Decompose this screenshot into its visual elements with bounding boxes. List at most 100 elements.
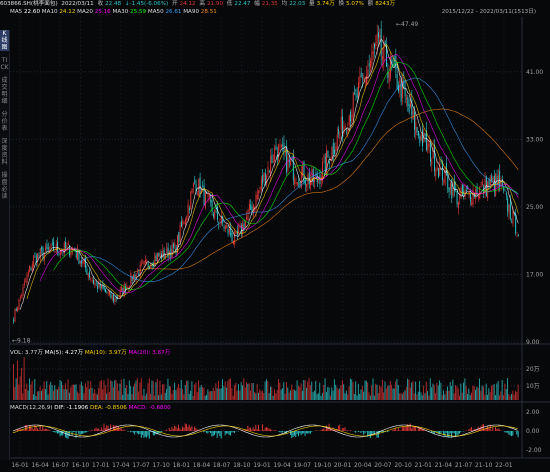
ma30-value: 25.59 bbox=[130, 9, 147, 15]
volume-bar bbox=[312, 392, 314, 400]
candle-body bbox=[208, 196, 210, 197]
volume-bar bbox=[504, 383, 506, 400]
volume-bar bbox=[72, 384, 74, 400]
macd-bar bbox=[187, 426, 189, 431]
volume-bar bbox=[495, 395, 496, 400]
price-tick-label: 33.00 bbox=[526, 136, 543, 143]
candle-body bbox=[42, 247, 44, 260]
candle-body bbox=[258, 190, 260, 194]
candle-body bbox=[45, 246, 47, 251]
candle-body bbox=[122, 287, 124, 294]
candle-body bbox=[335, 146, 337, 152]
volume-bar bbox=[204, 395, 206, 400]
volume-bar bbox=[435, 393, 437, 400]
volume-bar bbox=[449, 381, 451, 400]
volume-bar bbox=[487, 394, 488, 400]
macd-bar bbox=[436, 431, 438, 433]
tab-trade-details[interactable]: 成交明细 bbox=[1, 77, 8, 105]
macd-bar bbox=[218, 431, 219, 434]
volume-bar bbox=[360, 389, 362, 400]
macd-bar bbox=[453, 431, 455, 434]
volume-bar bbox=[116, 383, 118, 400]
tab-price-table[interactable]: 分价表 bbox=[1, 111, 8, 132]
volume-bar bbox=[321, 393, 323, 400]
candle-body bbox=[13, 319, 15, 322]
macd-bar bbox=[280, 431, 282, 433]
volume: 3.74万 bbox=[316, 1, 335, 7]
macd-bar bbox=[339, 424, 341, 431]
candle-body bbox=[235, 232, 237, 234]
volume-bar bbox=[480, 390, 482, 400]
volume-bar bbox=[405, 386, 407, 400]
volume-bar bbox=[361, 385, 363, 400]
macd-bar bbox=[472, 430, 474, 431]
macd-bar bbox=[499, 429, 500, 431]
tab-tick[interactable]: TICK bbox=[0, 57, 9, 71]
macd-bar bbox=[329, 428, 331, 431]
volume-bar bbox=[375, 383, 377, 400]
macd-bar bbox=[300, 431, 302, 436]
macd-bar bbox=[252, 427, 254, 431]
macd-bar bbox=[52, 431, 54, 432]
candle-body bbox=[82, 261, 84, 264]
volume-bar bbox=[227, 380, 229, 400]
macd-bar bbox=[16, 429, 18, 431]
date-tick-label: 21-07 bbox=[455, 462, 473, 469]
volume-bar bbox=[250, 390, 251, 400]
macd-bar bbox=[56, 431, 58, 434]
macd-bar bbox=[191, 426, 193, 431]
date-tick-label: 16-07 bbox=[52, 462, 70, 469]
volume-bar bbox=[393, 388, 395, 400]
ma-legend: MA5 22.60 MA10 24.12 MA20 25.16 MA30 25.… bbox=[10, 9, 217, 15]
macd-bar bbox=[508, 431, 510, 435]
candle-body bbox=[154, 256, 156, 265]
volume-bar bbox=[54, 385, 56, 400]
volume-bar bbox=[19, 376, 21, 400]
amplitude: 21.35 bbox=[261, 1, 278, 7]
volume-bar bbox=[96, 394, 98, 400]
macd-bar bbox=[42, 426, 44, 431]
macd-bar bbox=[71, 431, 73, 436]
candle-body bbox=[499, 170, 501, 188]
volume-bar bbox=[48, 384, 50, 400]
candle-body bbox=[142, 262, 144, 264]
candle-body bbox=[411, 99, 413, 116]
tab-kline[interactable]: K线图 bbox=[0, 30, 9, 51]
volume-bar bbox=[463, 382, 465, 400]
volume-bar bbox=[40, 390, 42, 400]
volume-bar bbox=[497, 381, 499, 400]
candle-body bbox=[27, 272, 29, 276]
candle-body bbox=[234, 231, 236, 245]
candle-body bbox=[447, 174, 449, 189]
macd-bar bbox=[393, 429, 395, 431]
volume-bar bbox=[176, 387, 178, 400]
date-tick-label: 21-10 bbox=[475, 462, 493, 469]
volume-bar bbox=[52, 391, 54, 400]
candle-body bbox=[366, 75, 368, 84]
candle-body bbox=[342, 116, 344, 139]
tab-must-read[interactable]: 操盘必读 bbox=[1, 172, 8, 200]
macd-bar bbox=[82, 431, 84, 435]
view-sidebar: K线图 TICK 成交明细 分价表 深度资料 操盘必读 bbox=[0, 30, 10, 460]
candle-body bbox=[131, 276, 133, 282]
volume-bar bbox=[175, 390, 177, 400]
macd-bar bbox=[403, 426, 405, 431]
tab-deep-data[interactable]: 深度资料 bbox=[1, 138, 8, 166]
candle-body bbox=[129, 286, 130, 288]
candle-body bbox=[485, 176, 487, 196]
macd-bar bbox=[297, 431, 299, 437]
volume-bar bbox=[59, 379, 61, 400]
candle-body bbox=[220, 215, 222, 224]
volume-bar bbox=[292, 389, 294, 400]
candle-body bbox=[286, 145, 288, 173]
macd-bar bbox=[452, 431, 454, 434]
volume-bar bbox=[437, 385, 439, 400]
candle-body bbox=[278, 144, 280, 159]
volume-bar bbox=[420, 392, 422, 400]
volume-bar bbox=[16, 360, 18, 400]
open-price: 24.12 bbox=[179, 1, 196, 7]
candle-body bbox=[407, 97, 409, 106]
macd-bar bbox=[371, 431, 373, 436]
volume-bar bbox=[380, 386, 382, 400]
